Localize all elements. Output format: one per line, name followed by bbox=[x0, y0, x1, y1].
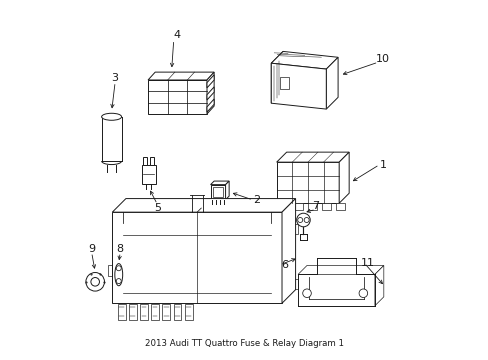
Text: 7: 7 bbox=[312, 201, 319, 211]
Text: 2013 Audi TT Quattro Fuse & Relay Diagram 1: 2013 Audi TT Quattro Fuse & Relay Diagra… bbox=[145, 339, 343, 348]
Text: 2: 2 bbox=[252, 195, 259, 205]
Polygon shape bbox=[279, 203, 288, 210]
Text: 8: 8 bbox=[116, 244, 123, 253]
Polygon shape bbox=[118, 304, 125, 320]
Ellipse shape bbox=[115, 264, 122, 286]
Polygon shape bbox=[112, 199, 295, 212]
Bar bbox=[291, 279, 297, 289]
Polygon shape bbox=[298, 265, 383, 274]
Polygon shape bbox=[322, 203, 330, 210]
Text: 10: 10 bbox=[375, 54, 389, 64]
Polygon shape bbox=[150, 157, 154, 165]
Polygon shape bbox=[336, 203, 345, 210]
Bar bbox=[213, 187, 223, 197]
Polygon shape bbox=[140, 304, 147, 320]
Polygon shape bbox=[173, 304, 181, 320]
Text: 9: 9 bbox=[88, 244, 95, 253]
Polygon shape bbox=[293, 203, 302, 210]
Circle shape bbox=[302, 289, 311, 297]
Polygon shape bbox=[148, 80, 206, 114]
Polygon shape bbox=[210, 181, 229, 185]
Polygon shape bbox=[142, 165, 155, 184]
Circle shape bbox=[116, 279, 121, 284]
Polygon shape bbox=[162, 304, 170, 320]
Polygon shape bbox=[271, 51, 283, 103]
Polygon shape bbox=[307, 203, 316, 210]
Polygon shape bbox=[276, 162, 339, 203]
Circle shape bbox=[297, 217, 302, 222]
Polygon shape bbox=[128, 304, 137, 320]
Text: 3: 3 bbox=[111, 73, 119, 83]
Text: 5: 5 bbox=[154, 203, 161, 213]
Polygon shape bbox=[271, 51, 337, 69]
Polygon shape bbox=[276, 152, 348, 162]
Bar bbox=[280, 77, 288, 89]
Ellipse shape bbox=[102, 113, 122, 120]
Circle shape bbox=[86, 273, 104, 291]
Text: 1: 1 bbox=[380, 159, 386, 170]
Polygon shape bbox=[206, 75, 214, 88]
Polygon shape bbox=[210, 185, 225, 200]
Polygon shape bbox=[339, 152, 348, 203]
Polygon shape bbox=[325, 57, 337, 109]
Ellipse shape bbox=[296, 213, 309, 227]
Bar bbox=[291, 224, 297, 234]
Polygon shape bbox=[206, 99, 214, 112]
Polygon shape bbox=[148, 72, 214, 80]
Bar bbox=[108, 265, 112, 276]
Polygon shape bbox=[151, 304, 159, 320]
Polygon shape bbox=[112, 212, 282, 303]
Polygon shape bbox=[206, 87, 214, 100]
Text: 11: 11 bbox=[360, 258, 374, 268]
Text: 4: 4 bbox=[173, 30, 180, 40]
Polygon shape bbox=[143, 157, 147, 165]
Text: 6: 6 bbox=[281, 260, 287, 270]
Polygon shape bbox=[184, 304, 192, 320]
Polygon shape bbox=[225, 181, 229, 200]
Polygon shape bbox=[282, 199, 295, 303]
Polygon shape bbox=[206, 72, 214, 114]
Circle shape bbox=[304, 217, 308, 222]
Polygon shape bbox=[271, 63, 325, 109]
Polygon shape bbox=[374, 265, 383, 306]
Circle shape bbox=[91, 278, 99, 286]
Circle shape bbox=[358, 289, 367, 297]
Circle shape bbox=[116, 266, 121, 271]
